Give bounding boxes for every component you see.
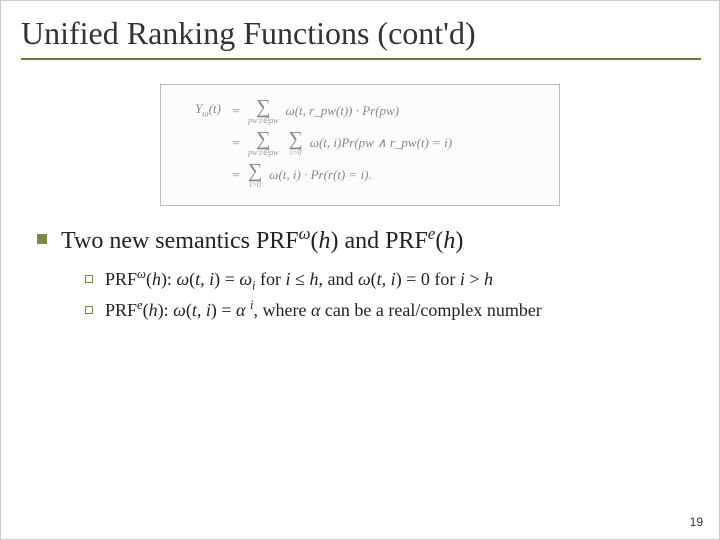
sigma-icon: ∑ i>0 [248, 161, 262, 189]
omega-symbol: ω [173, 300, 186, 320]
text-segment: ) and PRF [331, 228, 428, 254]
equation-row: = ∑ i>0 ω(t, i) · Pr(r(t) = i). [175, 161, 545, 189]
equals-sign: = [227, 136, 245, 150]
text-segment: PRF [105, 269, 137, 289]
text-segment: > [465, 269, 484, 289]
equation-row: Υω(t) = ∑ pw:t∈pw ω(t, r_pw(t)) · Pr(pw) [175, 97, 545, 125]
text-segment: ) = 0 for [396, 269, 460, 289]
equation-rhs: ∑ i>0 ω(t, i) · Pr(r(t) = i). [245, 161, 545, 189]
text-segment: t, i [195, 269, 214, 289]
eq-rhs-text: ω(t, r_pw(t)) · Pr(pw) [286, 104, 400, 118]
bullet-square-icon [37, 234, 47, 244]
eq-rhs-text: ω(t, i) · Pr(r(t) = i). [269, 168, 371, 182]
title-underline [21, 58, 701, 60]
page-title: Unified Ranking Functions (cont'd) [21, 15, 699, 52]
text-segment: , where [253, 300, 310, 320]
sigma-icon: ∑ pw:t∈pw [248, 97, 279, 125]
equals-sign: = [227, 104, 245, 118]
equation-box: Υω(t) = ∑ pw:t∈pw ω(t, r_pw(t)) · Pr(pw)… [160, 84, 560, 206]
text-segment: ) [455, 228, 463, 254]
sum-subscript: pw:t∈pw [248, 149, 279, 157]
sigma-icon: ∑ i>0 [289, 129, 303, 157]
content-area: Two new semantics PRFω(h) and PRFe(h) PR… [1, 224, 719, 321]
sub-bullet-list: PRFω(h): ω(t, i) = ωi for i ≤ h, and ω(t… [85, 267, 689, 321]
text-segment: ) = [214, 269, 239, 289]
omega-symbol: ω [358, 269, 371, 289]
alpha-symbol: α [311, 300, 320, 320]
equation-row: = ∑ pw:t∈pw ∑ i>0 ω(t, i)Pr(pw ∧ r_pw(t)… [175, 129, 545, 157]
bullet-item: Two new semantics PRFω(h) and PRFe(h) [37, 224, 689, 255]
omega-symbol: ω [176, 269, 189, 289]
text-segment: , and [318, 269, 358, 289]
eq-rhs-text: ω(t, i)Pr(pw ∧ r_pw(t) = i) [310, 136, 452, 150]
omega-symbol: ω [239, 269, 252, 289]
equation-rhs: ∑ pw:t∈pw ∑ i>0 ω(t, i)Pr(pw ∧ r_pw(t) =… [245, 129, 545, 157]
sum-subscript: i>0 [249, 181, 261, 189]
sub-bullet-text: PRFe(h): ω(t, i) = α i, where α can be a… [105, 298, 542, 321]
text-segment: h [149, 300, 158, 320]
text-segment: ): [158, 300, 174, 320]
text-segment: PRF [105, 300, 137, 320]
sub-bullet-square-icon [85, 275, 93, 283]
text-segment: t, i [192, 300, 211, 320]
bullet-text: Two new semantics PRFω(h) and PRFe(h) [61, 224, 463, 255]
sum-subscript: i>0 [290, 149, 302, 157]
sub-bullet-item: PRFe(h): ω(t, i) = α i, where α can be a… [85, 298, 689, 321]
text-segment: h [152, 269, 161, 289]
text-segment: ( [311, 228, 319, 254]
text-segment: h [319, 228, 331, 254]
text-segment: h [484, 269, 493, 289]
text-segment: t, i [377, 269, 396, 289]
sub-bullet-text: PRFω(h): ω(t, i) = ωi for i ≤ h, and ω(t… [105, 267, 493, 294]
sum-subscript: pw:t∈pw [248, 117, 279, 125]
sub-bullet-item: PRFω(h): ω(t, i) = ωi for i ≤ h, and ω(t… [85, 267, 689, 294]
text-segment: Two new semantics PRF [61, 228, 299, 254]
equals-sign: = [227, 168, 245, 182]
text-segment: ≤ [291, 269, 310, 289]
sub-bullet-square-icon [85, 306, 93, 314]
text-segment: ) = [211, 300, 236, 320]
title-area: Unified Ranking Functions (cont'd) [1, 1, 719, 66]
eq-lhs-arg: (t) [209, 101, 221, 116]
text-segment: can be a real/complex number [320, 300, 541, 320]
equation-lhs: Υω(t) [175, 102, 227, 119]
equation-rhs: ∑ pw:t∈pw ω(t, r_pw(t)) · Pr(pw) [245, 97, 545, 125]
superscript: ω [137, 267, 146, 281]
text-segment: ): [161, 269, 177, 289]
page-number: 19 [690, 515, 703, 529]
text-segment: for [256, 269, 286, 289]
text-segment: h [443, 228, 455, 254]
sigma-icon: ∑ pw:t∈pw [248, 129, 279, 157]
superscript: ω [299, 224, 311, 243]
